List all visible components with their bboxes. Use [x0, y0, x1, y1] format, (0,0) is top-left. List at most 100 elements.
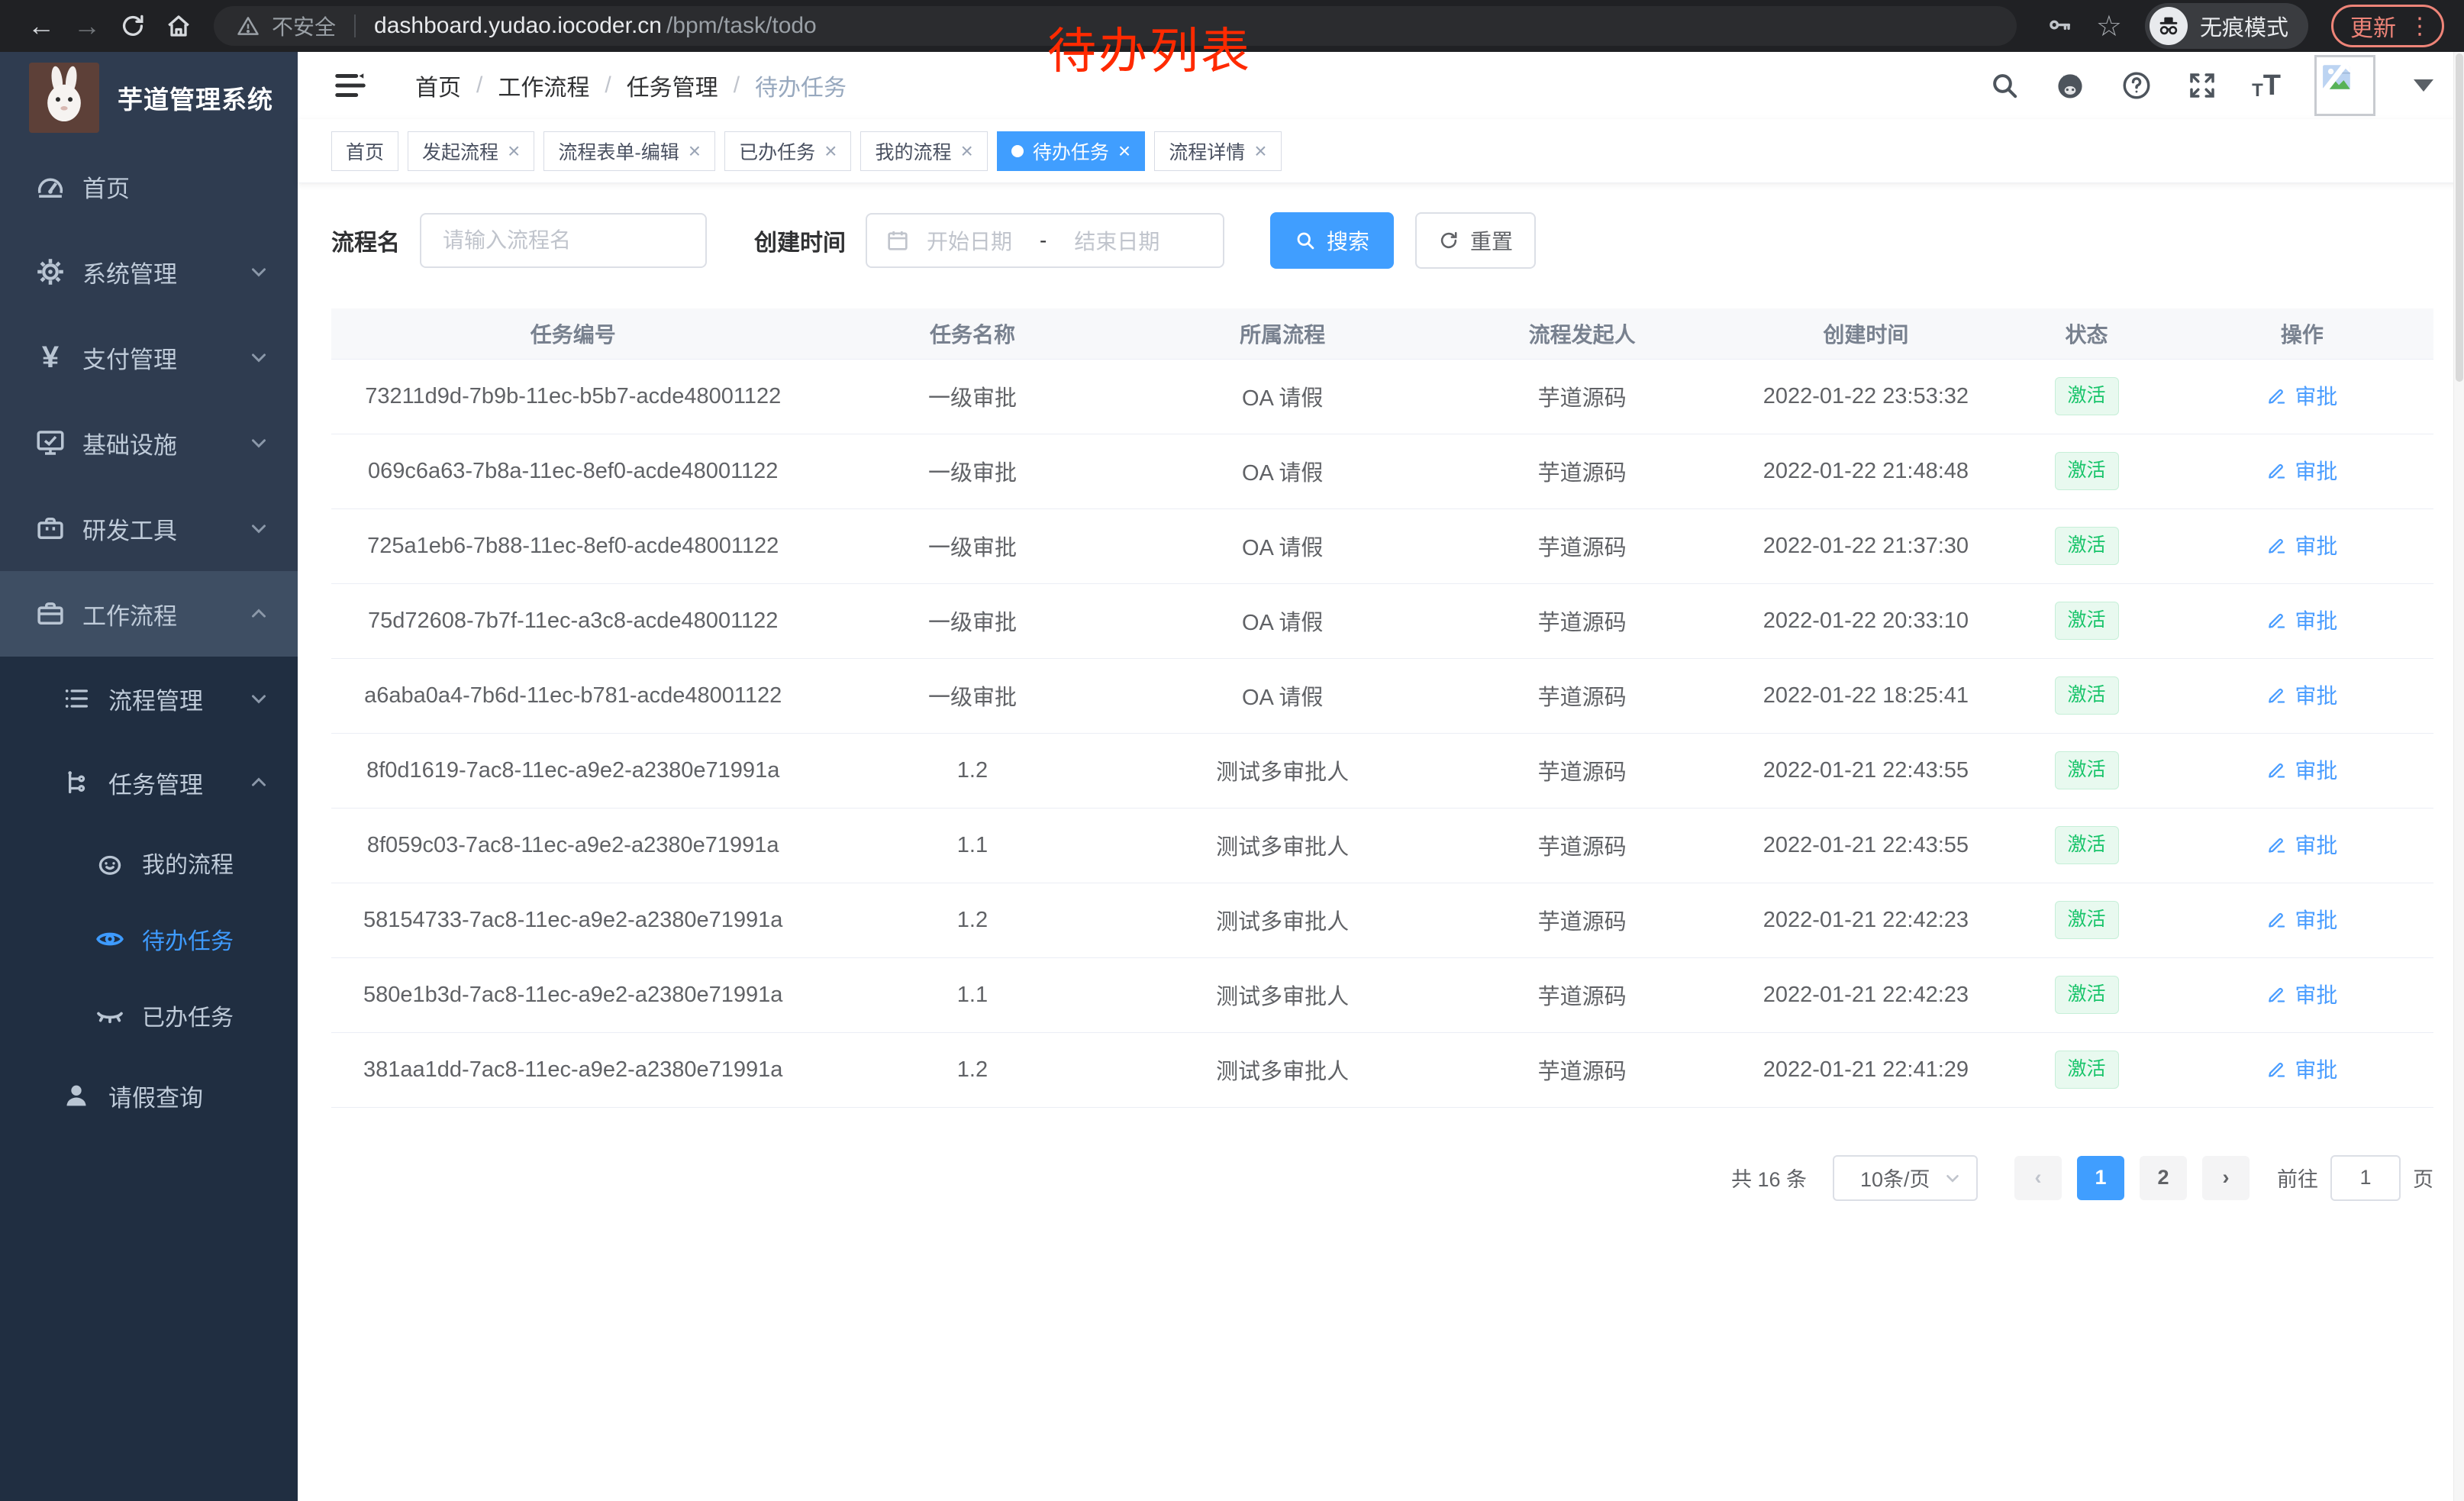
process-name-input[interactable]	[420, 213, 707, 268]
bookmark-star-icon[interactable]: ☆	[2095, 10, 2122, 43]
approve-link[interactable]: 审批	[2266, 829, 2337, 860]
cell-process: 测试多审批人	[1216, 835, 1350, 860]
close-icon[interactable]: ×	[1254, 138, 1267, 163]
chevron-down-icon	[247, 687, 270, 710]
sidebar-item-my-process[interactable]: 我的流程	[0, 825, 298, 901]
date-range-picker[interactable]: 开始日期 - 结束日期	[866, 213, 1224, 268]
chevron-down-icon	[1943, 1168, 1962, 1188]
tags-view-bar: 首页 发起流程 × 流程表单-编辑 × 已办任务 × 我的流程 × 待办任务 ×	[298, 119, 2464, 183]
sidebar-item-label: 基础设施	[82, 431, 177, 459]
incognito-badge[interactable]: 无痕模式	[2144, 3, 2308, 49]
cell-action: 审批	[2171, 1032, 2433, 1107]
cell-process: OA 请假	[1241, 461, 1324, 486]
browser-reload-icon[interactable]	[110, 5, 156, 47]
approve-link[interactable]: 审批	[2266, 754, 2337, 785]
app-header: 首页 / 工作流程 / 任务管理 / 待办任务	[298, 52, 2464, 119]
sidebar-item-task-management[interactable]: 任务管理	[0, 741, 298, 825]
sidebar-item-leave-query[interactable]: 请假查询	[0, 1054, 298, 1138]
approve-link[interactable]: 审批	[2266, 605, 2337, 635]
breadcrumb-workflow[interactable]: 工作流程	[498, 76, 590, 101]
sidebar-item-home[interactable]: 首页	[0, 144, 298, 229]
sidebar-item-system[interactable]: 系统管理	[0, 229, 298, 315]
table-row: 069c6a63-7b8a-11ec-8ef0-acde48001122 一级审…	[331, 434, 2433, 508]
goto-page-input[interactable]	[2330, 1154, 2401, 1201]
fullscreen-icon[interactable]	[2186, 69, 2218, 102]
page-button-2[interactable]: 2	[2140, 1155, 2187, 1200]
security-label[interactable]: 不安全	[272, 15, 337, 39]
sidebar-item-dev-tools[interactable]: 研发工具	[0, 486, 298, 571]
sidebar-collapse-icon[interactable]	[333, 68, 368, 103]
browser-forward-icon[interactable]: →	[73, 10, 101, 41]
cell-created: 2022-01-22 21:37:30	[1763, 533, 1969, 558]
approve-link[interactable]: 审批	[2266, 530, 2337, 560]
sidebar-item-payment[interactable]: ¥ 支付管理	[0, 315, 298, 400]
cell-action: 审批	[2171, 359, 2433, 434]
broken-image-icon	[2321, 62, 2351, 94]
tab-todo-tasks[interactable]: 待办任务 ×	[996, 131, 1146, 171]
cell-action: 审批	[2171, 808, 2433, 883]
browser-menu-dots-icon[interactable]: ⋮	[2408, 13, 2431, 39]
sidebar-item-infrastructure[interactable]: 基础设施	[0, 400, 298, 486]
avatar[interactable]	[2314, 55, 2375, 116]
cell-status: 激活	[2002, 883, 2170, 957]
next-page-button[interactable]: ›	[2202, 1155, 2250, 1200]
browser-home-icon[interactable]	[156, 5, 202, 47]
prev-page-button[interactable]: ‹	[2014, 1155, 2062, 1200]
close-icon[interactable]: ×	[1118, 138, 1131, 163]
approve-link[interactable]: 审批	[2266, 1054, 2337, 1084]
end-date-placeholder[interactable]: 结束日期	[1074, 230, 1160, 253]
avatar-dropdown-caret-icon[interactable]	[2414, 79, 2433, 92]
pencil-icon	[2269, 912, 2285, 928]
reset-button[interactable]: 重置	[1415, 212, 1537, 269]
status-badge: 激活	[2054, 1051, 2119, 1089]
chevron-down-icon	[247, 431, 270, 454]
sidebar-item-workflow[interactable]: 工作流程	[0, 571, 298, 657]
sidebar-item-label: 支付管理	[82, 346, 177, 373]
table-row: 73211d9d-7b9b-11ec-b5b7-acde48001122 一级审…	[331, 359, 2433, 434]
page-size-select[interactable]: 10条/页	[1833, 1154, 1978, 1201]
approve-link[interactable]: 审批	[2266, 380, 2337, 411]
logo-row[interactable]: 芋道管理系统	[0, 52, 298, 144]
tab-done-tasks[interactable]: 已办任务 ×	[724, 131, 852, 171]
browser-back-icon[interactable]: ←	[27, 10, 55, 41]
search-icon[interactable]	[1989, 70, 2020, 101]
approve-link[interactable]: 审批	[2266, 979, 2337, 1009]
password-key-icon[interactable]	[2047, 13, 2073, 39]
tab-my-process[interactable]: 我的流程 ×	[860, 131, 988, 171]
scrollbar[interactable]	[2453, 52, 2464, 1501]
start-date-placeholder[interactable]: 开始日期	[927, 230, 1013, 253]
cell-starter: 芋道源码	[1537, 386, 1627, 411]
close-icon[interactable]: ×	[960, 138, 973, 163]
approve-link[interactable]: 审批	[2266, 904, 2337, 934]
sidebar-item-done-tasks[interactable]: 已办任务	[0, 977, 298, 1054]
approve-link[interactable]: 审批	[2266, 455, 2337, 486]
close-icon[interactable]: ×	[824, 138, 837, 163]
scrollbar-thumb[interactable]	[2455, 53, 2463, 382]
url-bar[interactable]: 不安全 dashboard.yudao.iocoder.cn/bpm/task/…	[214, 6, 2017, 46]
close-icon[interactable]: ×	[688, 138, 701, 163]
search-button[interactable]: 搜索	[1270, 212, 1395, 269]
sidebar-item-process-management[interactable]: 流程管理	[0, 657, 298, 741]
tab-home[interactable]: 首页	[331, 131, 399, 171]
cell-task-name: 1.2	[956, 1057, 989, 1082]
breadcrumb-home[interactable]: 首页	[415, 76, 461, 101]
sidebar-item-todo-tasks[interactable]: 待办任务	[0, 901, 298, 977]
eye-closed-icon	[93, 1000, 127, 1031]
approve-link[interactable]: 审批	[2266, 679, 2337, 710]
github-icon[interactable]	[2053, 69, 2087, 102]
sidebar-item-label: 流程管理	[108, 687, 203, 715]
update-button[interactable]: 更新 ⋮	[2331, 5, 2444, 47]
cell-task-id: 381aa1dd-7ac8-11ec-a9e2-a2380e71991a	[363, 1057, 783, 1082]
breadcrumb-task-management[interactable]: 任务管理	[626, 76, 718, 101]
cell-starter: 芋道源码	[1537, 985, 1627, 1009]
col-status: 状态	[2065, 322, 2108, 347]
close-icon[interactable]: ×	[508, 138, 521, 163]
tab-process-form-edit[interactable]: 流程表单-编辑 ×	[543, 131, 716, 171]
tab-start-process[interactable]: 发起流程 ×	[408, 131, 535, 171]
cell-starter: 芋道源码	[1537, 686, 1627, 710]
tab-process-detail[interactable]: 流程详情 ×	[1154, 131, 1282, 171]
sidebar-item-label: 首页	[82, 175, 130, 202]
help-icon[interactable]	[2121, 69, 2153, 102]
page-button-1[interactable]: 1	[2077, 1155, 2124, 1200]
